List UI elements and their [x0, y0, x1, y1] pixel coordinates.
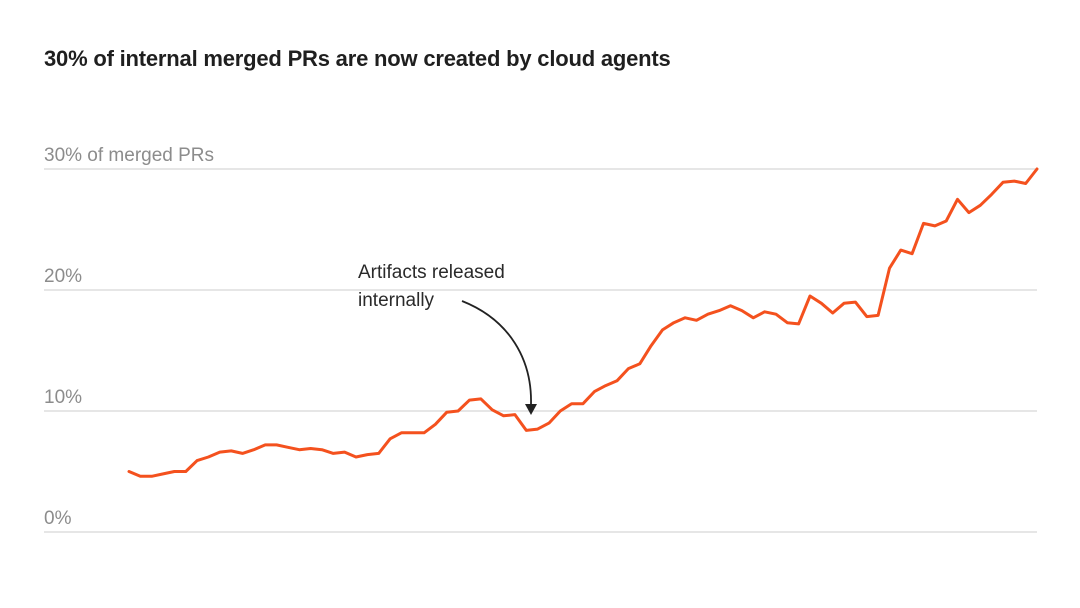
annotation-arrow: [461, 300, 532, 405]
annotation-line-2: internally: [358, 290, 435, 311]
y-tick-label: 0%: [44, 508, 72, 529]
y-tick-label: 10%: [44, 387, 82, 408]
y-tick-label: 30% of merged PRs: [44, 145, 214, 166]
annotation-line-1: Artifacts released: [358, 262, 505, 283]
chart-title: 30% of internal merged PRs are now creat…: [44, 46, 671, 71]
series-line: [127, 167, 1039, 478]
y-tick-label: 20%: [44, 266, 82, 287]
annotation-arrowhead: [525, 404, 537, 415]
